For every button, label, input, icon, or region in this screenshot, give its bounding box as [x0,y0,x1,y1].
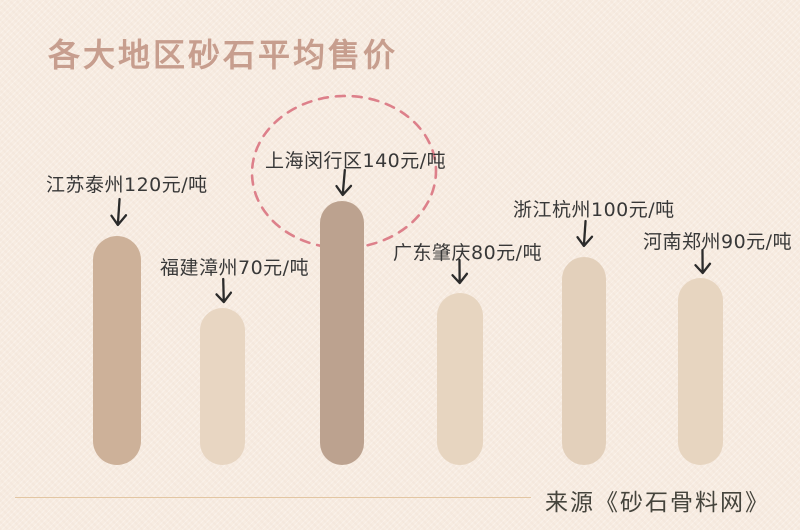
bar-zhejiang-hangzhou [562,257,606,465]
region-label-fujian-zhangzhou: 福建漳州70元/吨 [160,257,310,279]
page-title: 各大地区砂石平均售价 [48,36,399,74]
region-label-zhejiang-hangzhou: 浙江杭州100元/吨 [513,199,675,221]
region-label-guangdong-zhaoqing: 广东肇庆80元/吨 [393,242,543,264]
region-label-jiangsu-taizhou: 江苏泰州120元/吨 [46,174,208,196]
bar-henan-zhengzhou [678,278,723,465]
region-label-shanghai-minhang: 上海闵行区140元/吨 [265,150,447,172]
bar-fujian-zhangzhou [200,308,245,465]
arrow-down-icon [451,258,469,285]
arrow-down-icon [335,168,353,197]
dashed-ellipse-stroke [250,94,438,250]
bar-shanghai-minhang [320,201,364,465]
footer-divider-line [15,497,531,498]
arrow-down-icon [694,248,712,275]
arrow-down-icon [576,219,594,248]
bar-guangdong-zhaoqing [437,293,483,465]
source-attribution: 来源《砂石骨料网》 [545,490,770,516]
arrow-down-icon [215,277,233,304]
highlight-dashed-ellipse [250,94,438,250]
bar-jiangsu-taizhou [93,236,141,465]
region-label-henan-zhengzhou: 河南郑州90元/吨 [643,231,793,253]
arrow-down-icon [110,197,128,227]
